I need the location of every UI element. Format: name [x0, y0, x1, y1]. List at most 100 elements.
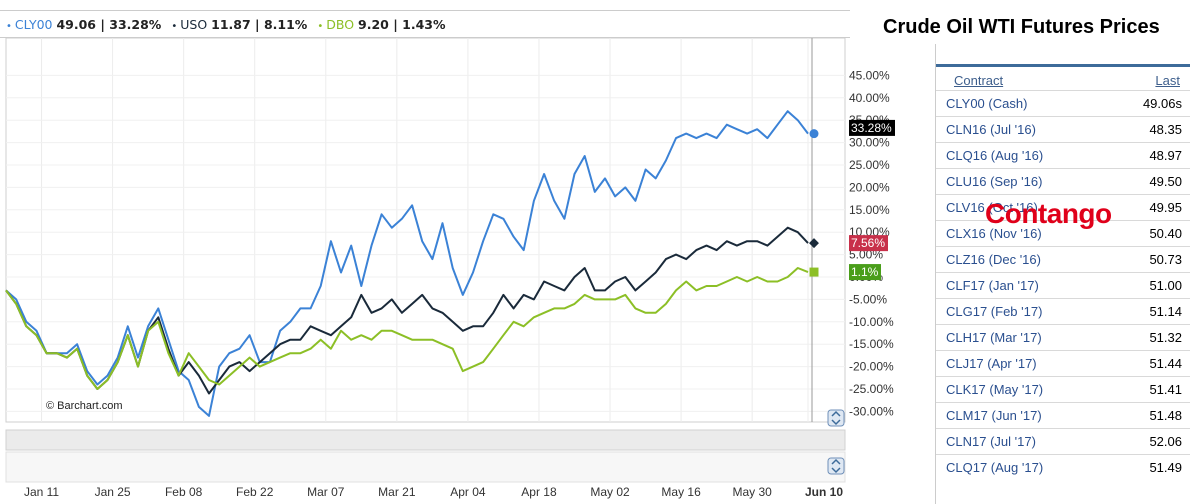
contract-link[interactable]: CLU16 (Sep '16) — [946, 174, 1043, 189]
x-tick-label: May 16 — [661, 485, 701, 499]
contract-link[interactable]: CLN17 (Jul '17) — [946, 434, 1036, 449]
legend-value: 49.06 | 33.28% — [56, 16, 162, 32]
contract-link[interactable]: CLQ17 (Aug '17) — [946, 460, 1044, 475]
legend-value: 11.87 | 8.11% — [211, 16, 308, 32]
last-price: 51.00 — [1149, 278, 1182, 293]
y-tick-label: 20.00% — [849, 180, 890, 194]
x-tick-label: Mar 07 — [307, 485, 345, 499]
scroll-down-icon — [831, 458, 841, 474]
contract-link[interactable]: CLZ16 (Dec '16) — [946, 252, 1041, 267]
contract-link[interactable]: CLG17 (Feb '17) — [946, 304, 1043, 319]
last-price: 48.97 — [1149, 148, 1182, 163]
y-tick-label: 30.00% — [849, 136, 890, 150]
last-price: 51.32 — [1149, 330, 1182, 345]
x-tick-label: May 30 — [732, 485, 772, 499]
end-label-bg — [849, 235, 888, 252]
last-column-header[interactable]: Last — [1155, 73, 1180, 88]
navigator-area — [5, 451, 846, 483]
legend-dot-icon: • — [171, 20, 178, 32]
y-tick-label: -30.00% — [849, 404, 894, 418]
legend-value: 9.20 | 1.43% — [358, 16, 446, 32]
x-tick-label: Feb 08 — [165, 485, 203, 499]
x-tick-label: Apr 18 — [521, 485, 557, 499]
series-line-cly00 — [5, 110, 809, 417]
contract-link[interactable]: CLN16 (Jul '16) — [946, 122, 1036, 137]
legend-item-uso[interactable]: • USO 11.87 | 8.11% — [171, 17, 307, 32]
contango-annotation: Contango — [985, 198, 1112, 229]
table-row: CLZ16 (Dec '16) 50.73 — [936, 246, 1190, 272]
last-price: 51.14 — [1149, 304, 1182, 319]
legend-symbol: CLY00 — [14, 16, 57, 32]
x-tick-label: Feb 22 — [236, 485, 274, 499]
end-marker-cly00 — [809, 129, 819, 139]
legend-item-dbo[interactable]: • DBO 9.20 | 1.43% — [317, 17, 445, 32]
end-value-label: 33.28% — [851, 121, 892, 135]
end-label-bg — [849, 119, 895, 136]
scroll-up-icon — [831, 410, 841, 426]
y-tick-label: -15.00% — [849, 337, 894, 351]
last-price: 52.06 — [1149, 434, 1182, 449]
last-price: 49.50 — [1149, 174, 1182, 189]
table-row: CLF17 (Jan '17) 51.00 — [936, 272, 1190, 298]
legend-item-cly00[interactable]: • CLY00 49.06 | 33.28% — [6, 17, 161, 32]
chart-legend-bar: • CLY00 49.06 | 33.28% • USO 11.87 | 8.11% •… — [0, 10, 850, 38]
last-price: 51.48 — [1149, 408, 1182, 423]
series-line-dbo — [5, 267, 809, 390]
contract-link[interactable]: CLM17 (Jun '17) — [946, 408, 1042, 423]
table-row: CLQ16 (Aug '16) 48.97 — [936, 142, 1190, 168]
legend-symbol: DBO — [326, 16, 359, 32]
contract-column-header[interactable]: Contract — [954, 73, 1004, 88]
last-price: 51.41 — [1149, 382, 1182, 397]
y-tick-label: -5.00% — [849, 292, 887, 306]
end-value-label: 1.1% — [851, 265, 879, 279]
table-row: CLK17 (May '17) 51.41 — [936, 376, 1190, 402]
last-price: 51.49 — [1149, 460, 1182, 475]
table-row: CLQ17 (Aug '17) 51.49 — [936, 454, 1190, 480]
contract-link[interactable]: CLH17 (Mar '17) — [946, 330, 1042, 345]
y-tick-label: 25.00% — [849, 158, 890, 172]
last-price: 48.35 — [1149, 122, 1182, 137]
contract-link[interactable]: CLF17 (Jan '17) — [946, 278, 1039, 293]
end-marker-dbo — [809, 267, 819, 277]
legend-symbol: USO — [180, 16, 212, 32]
scroll-down-button[interactable] — [827, 457, 845, 475]
contract-link[interactable]: CLQ16 (Aug '16) — [946, 148, 1044, 163]
x-tick-label: Jan 25 — [95, 485, 131, 499]
table-row: CLH17 (Mar '17) 51.32 — [936, 324, 1190, 350]
end-value-label: 7.56% — [851, 236, 885, 250]
contract-link[interactable]: CLV16 (Oct '16) — [946, 200, 1038, 215]
last-price: 50.73 — [1149, 252, 1182, 267]
x-tick-label: Jan 11 — [24, 485, 59, 499]
contract-link[interactable]: CLK17 (May '17) — [946, 382, 1044, 397]
barchart-watermark: © Barchart.com — [46, 400, 123, 412]
contract-link[interactable]: CLJ17 (Apr '17) — [946, 356, 1037, 371]
last-price: 51.44 — [1149, 356, 1182, 371]
table-row: CLG17 (Feb '17) 51.14 — [936, 298, 1190, 324]
navigator-band[interactable] — [5, 429, 846, 451]
x-tick-label: Jun 10 — [805, 485, 843, 499]
y-tick-label: 15.00% — [849, 203, 890, 217]
x-tick-label: May 02 — [590, 485, 630, 499]
contract-link[interactable]: CLY00 (Cash) — [946, 96, 1028, 111]
table-row: CLJ17 (Apr '17) 51.44 — [936, 350, 1190, 376]
legend-dot-icon: • — [6, 20, 12, 32]
futures-table: Contract Last CLY00 (Cash) 49.06s CLN16 (J… — [935, 44, 1191, 504]
table-row: CLX16 (Nov '16) 50.40 — [936, 220, 1190, 246]
legend-dot-icon: • — [317, 20, 324, 32]
scroll-up-button[interactable] — [827, 409, 845, 427]
table-row: CLN16 (Jul '16) 48.35 — [936, 116, 1190, 142]
x-tick-label: Apr 04 — [450, 485, 486, 499]
table-row: CLY00 (Cash) 49.06s — [936, 90, 1190, 116]
y-tick-label: 40.00% — [849, 91, 890, 105]
y-tick-label: 45.00% — [849, 68, 890, 82]
table-header: Contract Last — [936, 64, 1190, 90]
table-row: CLM17 (Jun '17) 51.48 — [936, 402, 1190, 428]
y-tick-label: -10.00% — [849, 315, 894, 329]
end-marker-uso — [809, 238, 819, 249]
table-row: CLN17 (Jul '17) 52.06 — [936, 428, 1190, 454]
table-row: CLV16 (Oct '16) 49.95 — [936, 194, 1190, 220]
y-tick-label: -20.00% — [849, 360, 894, 374]
x-tick-label: Mar 21 — [378, 485, 416, 499]
panel-title: Crude Oil WTI Futures Prices — [883, 16, 1160, 38]
contract-link[interactable]: CLX16 (Nov '16) — [946, 226, 1042, 241]
